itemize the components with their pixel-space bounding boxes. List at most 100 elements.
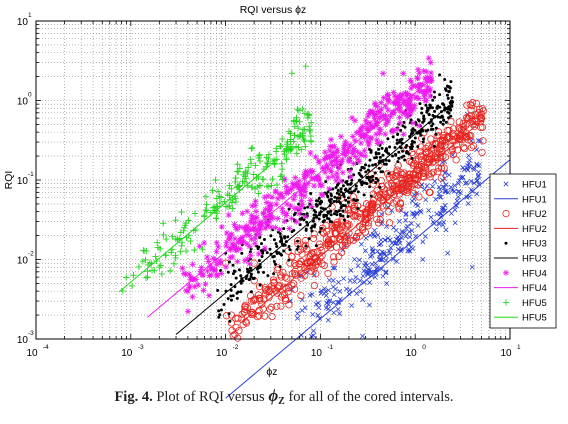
data-point <box>261 194 268 201</box>
data-point <box>199 271 206 278</box>
data-point <box>422 75 429 82</box>
data-point <box>276 230 280 234</box>
data-point <box>213 271 220 278</box>
data-point <box>428 159 436 167</box>
data-point <box>239 178 246 185</box>
caption-label: Fig. 4. <box>114 389 153 405</box>
data-point <box>260 210 267 217</box>
x-tick-label-exponent: -1 <box>327 344 333 351</box>
data-point <box>357 150 364 157</box>
data-point <box>427 77 434 84</box>
data-series <box>118 55 511 399</box>
data-point <box>404 113 411 120</box>
data-point <box>234 276 238 280</box>
data-point <box>421 88 428 95</box>
data-point <box>234 161 241 168</box>
data-point <box>447 118 455 126</box>
data-point <box>409 228 415 234</box>
data-point <box>368 185 372 189</box>
data-point <box>319 192 326 199</box>
data-point <box>253 214 260 221</box>
data-point <box>245 164 252 171</box>
data-point <box>250 171 257 178</box>
data-point <box>328 158 335 165</box>
data-point <box>232 314 240 322</box>
data-point <box>207 262 214 269</box>
caption-subscript: Z <box>278 396 285 407</box>
data-point <box>321 291 327 297</box>
data-point <box>237 245 244 252</box>
data-point <box>368 200 377 208</box>
data-point <box>297 202 301 206</box>
data-point <box>306 205 310 209</box>
data-point <box>434 126 438 130</box>
data-point <box>239 290 243 294</box>
data-point <box>321 156 328 163</box>
data-point <box>342 218 346 222</box>
data-point <box>244 169 251 177</box>
data-point <box>326 195 330 199</box>
data-point <box>372 274 378 280</box>
data-point <box>398 232 404 238</box>
data-point <box>369 180 373 184</box>
data-point <box>347 174 354 181</box>
data-point <box>331 310 337 316</box>
data-point <box>140 247 148 255</box>
data-point <box>374 203 382 212</box>
data-point <box>467 137 475 145</box>
legend-entry-label: HFU3 <box>522 254 547 265</box>
data-point <box>261 245 268 252</box>
data-point <box>348 267 354 273</box>
data-point <box>312 153 319 160</box>
data-point <box>298 197 305 204</box>
data-point <box>403 212 409 218</box>
data-point <box>367 280 373 285</box>
data-point <box>352 197 356 201</box>
data-point <box>446 110 450 114</box>
data-point <box>260 254 264 258</box>
data-point <box>227 232 234 239</box>
data-point <box>343 148 350 155</box>
data-point <box>397 156 401 160</box>
data-point <box>373 136 380 143</box>
data-point <box>415 81 422 88</box>
data-point <box>433 153 441 162</box>
data-point <box>303 206 307 210</box>
data-point <box>309 168 316 175</box>
data-point <box>478 104 486 113</box>
data-point <box>470 122 479 130</box>
data-point <box>287 136 294 143</box>
data-point <box>423 89 430 96</box>
data-point <box>250 215 257 222</box>
data-point <box>387 180 396 188</box>
data-point <box>269 175 276 183</box>
data-point <box>387 159 391 163</box>
data-point <box>297 274 305 282</box>
data-point <box>268 247 272 251</box>
data-point <box>341 276 347 282</box>
data-point <box>274 195 281 202</box>
data-point <box>410 156 414 160</box>
data-point <box>277 191 284 198</box>
data-point <box>415 222 421 228</box>
data-point <box>397 120 404 127</box>
data-point <box>229 288 233 292</box>
data-point <box>367 232 373 238</box>
data-point <box>438 93 442 97</box>
data-point <box>400 188 408 196</box>
data-point <box>503 269 509 276</box>
data-point <box>323 289 329 295</box>
data-point <box>232 323 240 332</box>
data-point <box>350 160 357 167</box>
data-point <box>439 120 443 124</box>
data-point <box>396 199 405 207</box>
data-point <box>382 237 388 243</box>
data-point <box>177 248 184 255</box>
data-point <box>371 178 375 182</box>
data-point <box>341 241 349 250</box>
data-point <box>467 106 475 114</box>
data-point <box>268 182 275 189</box>
data-point <box>252 219 259 226</box>
data-point <box>235 239 242 246</box>
data-point <box>256 157 264 165</box>
